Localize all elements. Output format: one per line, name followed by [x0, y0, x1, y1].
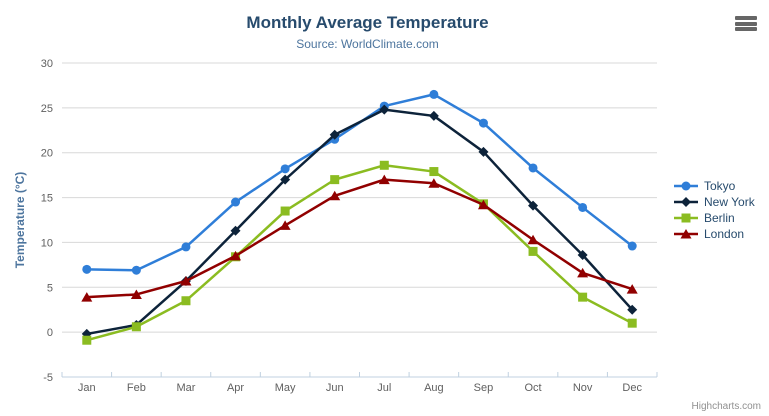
- point-tokyo-nov[interactable]: [578, 202, 588, 212]
- point-new-york-sep[interactable]: [478, 146, 489, 157]
- x-axis-label: May: [275, 382, 296, 394]
- legend-label: Berlin: [704, 211, 735, 225]
- y-axis-label: 30: [41, 58, 53, 70]
- legend-label: London: [704, 227, 745, 241]
- legend: Tokyo New York Berlin London: [673, 178, 755, 242]
- credits-link[interactable]: Highcharts.com: [691, 401, 761, 412]
- x-axis-label: Sep: [474, 382, 494, 394]
- point-tokyo-mar[interactable]: [181, 242, 191, 252]
- circle-marker-icon: [674, 181, 698, 191]
- y-axis-label: 0: [47, 327, 53, 339]
- square-marker-icon: [674, 213, 698, 223]
- legend-label: Tokyo: [704, 179, 736, 193]
- point-berlin-dec[interactable]: [627, 318, 637, 328]
- point-new-york-jul[interactable]: [379, 104, 390, 115]
- x-axis-label: Jul: [377, 382, 391, 394]
- point-london-sep[interactable]: [477, 199, 489, 210]
- point-tokyo-feb[interactable]: [131, 265, 141, 275]
- series-line-tokyo[interactable]: [85, 93, 634, 272]
- x-axis-label: Mar: [176, 382, 195, 394]
- point-london-mar[interactable]: [180, 276, 192, 286]
- point-tokyo-oct[interactable]: [528, 163, 538, 173]
- point-berlin-feb[interactable]: [131, 322, 141, 332]
- point-berlin-mar[interactable]: [181, 296, 191, 306]
- point-tokyo-apr[interactable]: [231, 197, 241, 207]
- point-london-jan[interactable]: [81, 292, 93, 302]
- x-axis-label: Oct: [524, 382, 541, 394]
- point-london-feb[interactable]: [130, 289, 142, 299]
- y-axis-label: 25: [41, 103, 53, 115]
- legend-item-tokyo[interactable]: Tokyo: [673, 178, 755, 194]
- point-new-york-jun[interactable]: [329, 129, 340, 140]
- point-london-dec[interactable]: [626, 284, 638, 294]
- point-berlin-nov[interactable]: [578, 292, 588, 302]
- series-line-berlin[interactable]: [85, 164, 634, 342]
- hamburger-icon: [735, 27, 757, 31]
- chart-title: Monthly Average Temperature: [246, 13, 489, 32]
- x-axis-label: Feb: [127, 382, 146, 394]
- y-axis-label: 15: [41, 193, 53, 205]
- x-axis-label: Apr: [227, 382, 244, 394]
- point-new-york-dec[interactable]: [627, 304, 638, 315]
- point-tokyo-jan[interactable]: [82, 264, 92, 274]
- point-london-jul[interactable]: [378, 174, 390, 185]
- point-tokyo-aug[interactable]: [429, 89, 439, 99]
- series-line-new-york[interactable]: [85, 108, 634, 336]
- point-berlin-may[interactable]: [280, 206, 290, 216]
- point-london-jun[interactable]: [329, 190, 341, 201]
- point-new-york-may[interactable]: [280, 174, 291, 185]
- point-berlin-jul[interactable]: [379, 160, 389, 170]
- y-axis-label: 20: [41, 148, 53, 160]
- point-tokyo-sep[interactable]: [478, 118, 488, 128]
- hamburger-icon: [735, 16, 757, 20]
- point-berlin-aug[interactable]: [429, 167, 439, 177]
- export-menu-button[interactable]: [734, 15, 758, 32]
- point-london-aug[interactable]: [428, 178, 440, 188]
- y-axis-label: -5: [43, 372, 53, 384]
- point-berlin-jan[interactable]: [82, 335, 92, 345]
- point-berlin-oct[interactable]: [528, 246, 538, 256]
- x-axis-label: Aug: [424, 382, 444, 394]
- series-line-london[interactable]: [85, 178, 634, 299]
- legend-item-london[interactable]: London: [673, 226, 755, 242]
- point-new-york-aug[interactable]: [428, 110, 439, 121]
- point-tokyo-dec[interactable]: [627, 241, 637, 251]
- y-axis-label: 5: [47, 282, 53, 294]
- triangle-marker-icon: [674, 229, 698, 239]
- diamond-marker-icon: [674, 197, 698, 207]
- x-axis-label: Nov: [573, 382, 593, 394]
- point-london-may[interactable]: [279, 220, 291, 230]
- point-london-oct[interactable]: [527, 234, 539, 245]
- point-new-york-nov[interactable]: [577, 249, 588, 260]
- point-london-nov[interactable]: [577, 267, 589, 278]
- point-new-york-oct[interactable]: [528, 200, 539, 211]
- legend-item-new-york[interactable]: New York: [673, 194, 755, 210]
- x-axis-label: Jun: [326, 382, 344, 394]
- y-axis-label: 10: [41, 237, 53, 249]
- x-axis-label: Dec: [622, 382, 642, 394]
- point-new-york-apr[interactable]: [230, 225, 241, 236]
- x-axis-label: Jan: [78, 382, 96, 394]
- legend-item-berlin[interactable]: Berlin: [673, 210, 755, 226]
- hamburger-icon: [735, 21, 757, 26]
- point-london-apr[interactable]: [230, 250, 242, 261]
- legend-label: New York: [704, 195, 755, 209]
- point-tokyo-may[interactable]: [280, 164, 290, 174]
- chart-subtitle: Source: WorldClimate.com: [296, 37, 439, 51]
- point-berlin-jun[interactable]: [330, 175, 340, 185]
